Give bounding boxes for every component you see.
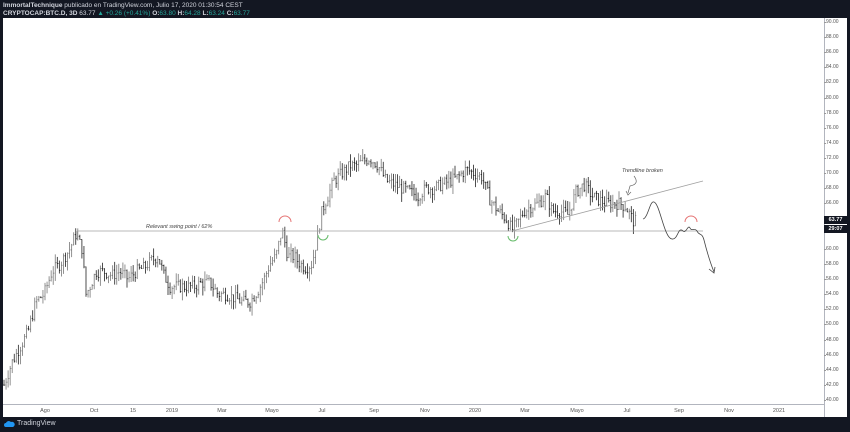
publish-info: ImmortalTechnique publicado en TradingVi…: [3, 2, 243, 9]
price-tick: 82.00: [824, 79, 839, 86]
up-arrow-icon: ▲: [97, 10, 104, 17]
high-label: H:: [177, 10, 185, 17]
open-label: O:: [152, 10, 160, 17]
price-tick: 50.00: [824, 321, 839, 328]
price-tick: 48.00: [824, 336, 839, 343]
time-label: Mayo: [265, 408, 279, 414]
author-name[interactable]: ImmortalTechnique: [3, 2, 63, 9]
price-tick: 60.00: [824, 245, 839, 252]
high-value: 64.28: [184, 10, 201, 17]
price-tick: 46.00: [824, 351, 839, 358]
time-label: Sep: [369, 408, 379, 414]
close-value: 63.77: [233, 10, 250, 17]
arrow-head-icon: [625, 190, 632, 196]
resistance-arc-red: [278, 215, 292, 223]
cloud-logo-icon: [4, 421, 15, 427]
chart-header: ImmortalTechnique publicado en TradingVi…: [0, 0, 850, 18]
price-tick: 58.00: [824, 260, 839, 267]
open-value: 63.80: [159, 10, 176, 17]
time-label: Jul: [318, 408, 326, 414]
price-tick: 54.00: [824, 291, 839, 298]
close-label: C:: [226, 10, 234, 17]
countdown-tag: 29:07: [824, 225, 847, 233]
footer: TradingView: [0, 417, 850, 432]
price-tick: 88.00: [824, 34, 839, 41]
swing-level-label: Relevant swing point / 62%: [146, 224, 212, 230]
time-label: Mar: [520, 408, 530, 414]
trendline-arrow: [627, 175, 637, 194]
price-tick: 52.00: [824, 306, 839, 313]
price-axis[interactable]: 90.00 88.00 86.00 84.00 82.00 80.00 78.00 76.00…: [824, 18, 848, 417]
time-label: Oct: [89, 408, 99, 414]
time-label: 15: [129, 408, 137, 414]
price-tick: 42.00: [824, 381, 839, 388]
price-tick: 86.00: [824, 49, 839, 56]
time-label: 2021: [772, 408, 786, 414]
time-label: Nov: [724, 408, 734, 414]
frame-edge: [847, 18, 850, 417]
time-label: 2020: [468, 408, 482, 414]
resistance-arc-red-2: [684, 215, 698, 223]
time-label: Mayo: [570, 408, 584, 414]
price-tick: 80.00: [824, 94, 839, 101]
low-value: 63.24: [208, 10, 225, 17]
price-tick: 66.00: [824, 200, 839, 207]
time-label: Sep: [674, 408, 684, 414]
price-tick: 90.00: [824, 19, 839, 25]
support-arc-green-2: [507, 235, 519, 242]
price-tick: 76.00: [824, 124, 839, 131]
chart-pane[interactable]: Relevant swing point / 62% Trendline bro…: [3, 18, 824, 417]
trendline-label: Trendline broken: [622, 168, 663, 174]
price-chart[interactable]: Relevant swing point / 62% Trendline bro…: [3, 18, 824, 417]
price-tick: 72.00: [824, 155, 839, 162]
symbol-legend: CRYPTOCAP:BTC.D, 3D 63.77 ▲ +0.26 (+0.41…: [3, 10, 250, 17]
price-tick: 84.00: [824, 64, 839, 71]
price-tick: 70.00: [824, 170, 839, 177]
price-tick: 78.00: [824, 109, 839, 116]
last-price-tag: 63.77: [824, 216, 847, 224]
time-label: Jul: [623, 408, 631, 414]
price-tick: 40.00: [824, 397, 839, 403]
time-label: Ago: [40, 408, 50, 414]
low-label: L:: [202, 10, 209, 17]
tradingview-brand[interactable]: TradingView: [4, 420, 56, 427]
time-label: Mar: [217, 408, 227, 414]
time-axis[interactable]: Ago Oct 15 2019 Mar Mayo Jul Sep Nov 2020 Mar Mayo J…: [3, 404, 824, 418]
projected-path[interactable]: [642, 201, 715, 273]
trendline[interactable]: [511, 180, 704, 232]
symbol-name[interactable]: CRYPTOCAP:BTC.D, 3D: [3, 10, 78, 17]
price-change: +0.26 (+0.41%): [105, 10, 151, 17]
time-label: Nov: [420, 408, 430, 414]
price-tick: 44.00: [824, 366, 839, 373]
price-tick: 68.00: [824, 185, 839, 192]
projection-arrow-icon: [708, 266, 716, 274]
support-arc-green: [317, 234, 329, 241]
price-tick: 56.00: [824, 276, 839, 283]
publish-text: publicado en TradingView.com, Julio 17, …: [64, 2, 243, 9]
ohlc-bars: [3, 149, 637, 390]
last-price: 63.77: [79, 10, 96, 17]
time-label: 2019: [165, 408, 179, 414]
price-tick: 74.00: [824, 139, 839, 146]
brand-name: TradingView: [17, 420, 56, 427]
